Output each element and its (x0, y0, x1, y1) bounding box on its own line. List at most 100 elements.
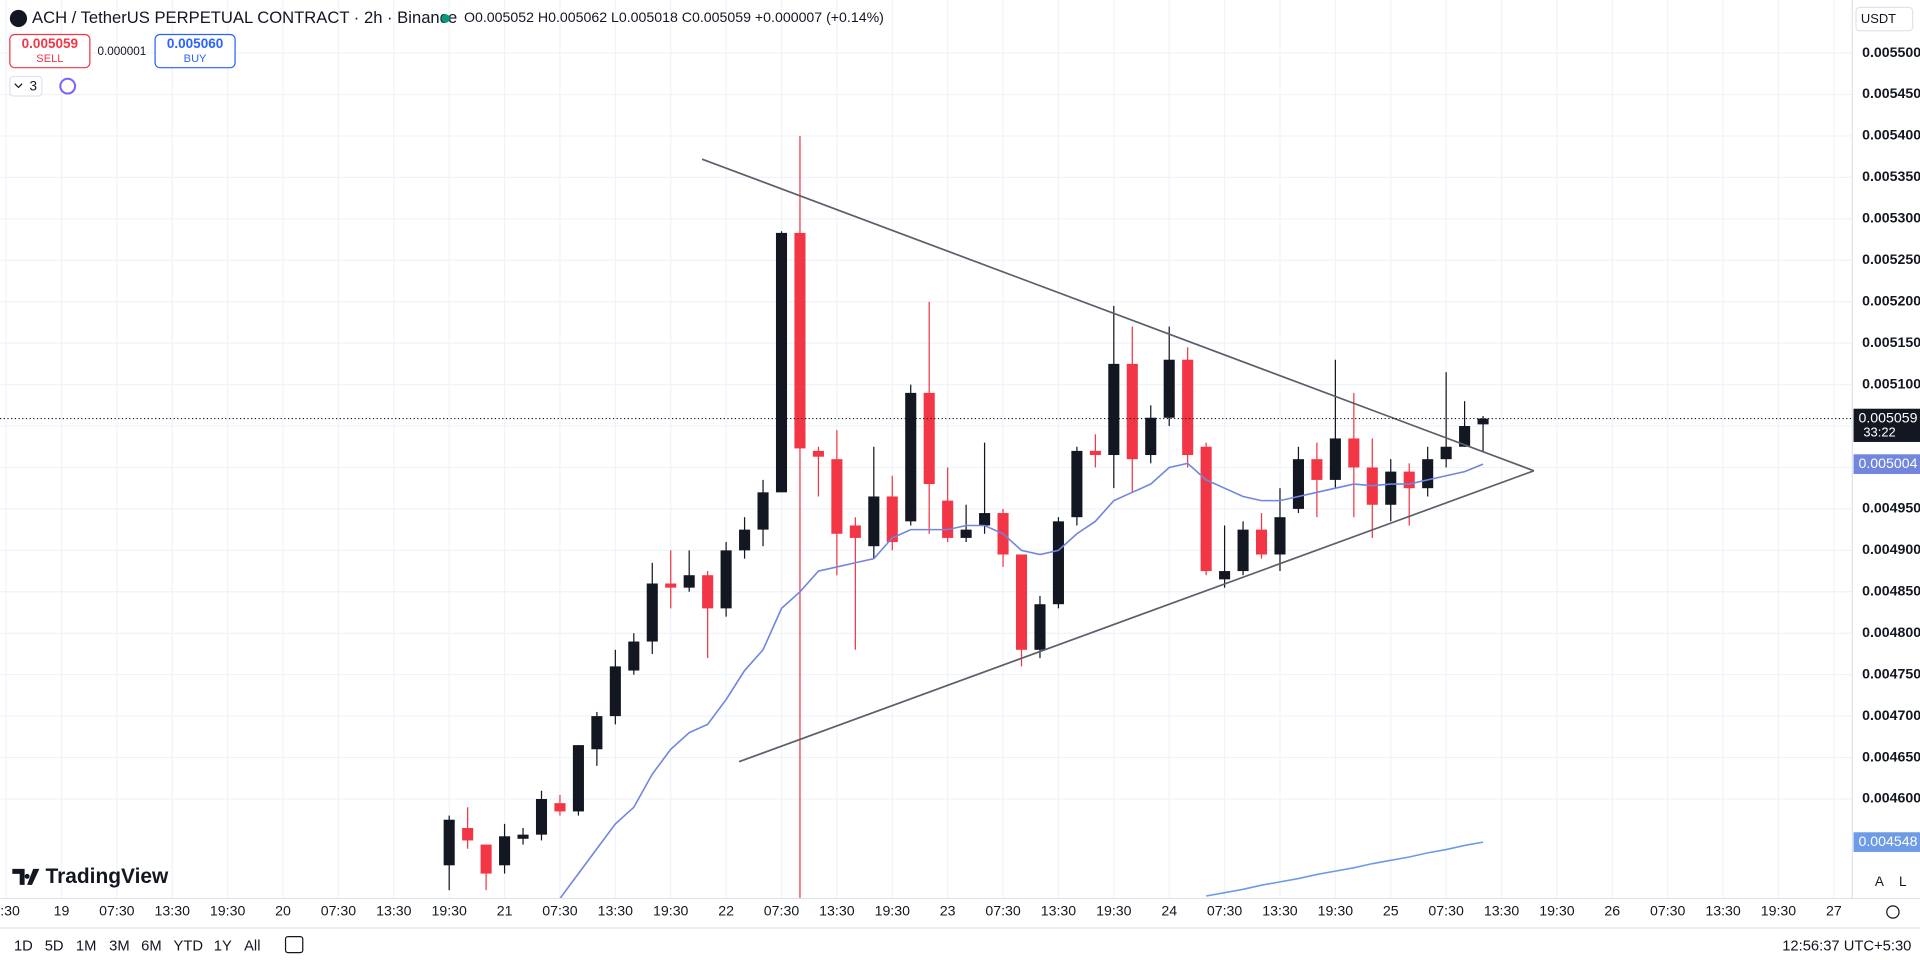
scale-button[interactable]: L (1899, 874, 1907, 889)
candle-body (1292, 459, 1304, 509)
candle-body (1237, 529, 1249, 572)
y-tick-label: 0.004850 (1862, 583, 1920, 599)
currency-select[interactable] (1855, 6, 1914, 32)
x-tick-label: 23 (940, 903, 956, 919)
x-tick-label: 19:30 (210, 903, 246, 919)
y-tick-label: 0.005450 (1862, 85, 1920, 101)
range-button[interactable]: All (244, 938, 260, 954)
y-tick-label: 0.005400 (1862, 127, 1920, 143)
candle-body (646, 583, 658, 642)
candle-body (1440, 446, 1452, 460)
y-tick-label: 0.004950 (1862, 500, 1920, 516)
range-button[interactable]: 6M (141, 938, 162, 954)
candle-body (1255, 529, 1268, 555)
range-button[interactable]: YTD (174, 938, 204, 954)
trendline (701, 158, 1535, 472)
ma-price-tag (1853, 454, 1920, 474)
x-tick-label: 13:30 (598, 903, 634, 919)
ma-price-label: 0.004548 (1858, 833, 1917, 849)
ohlc-values: O0.005052 H0.005062 L0.005018 C0.005059 … (464, 9, 884, 25)
candle-body (1385, 471, 1397, 505)
x-tick-label: 07:30 (985, 903, 1021, 919)
symbol-title: ACH / TetherUS PERPETUAL CONTRACT · 2h ·… (32, 8, 457, 27)
candle-body (1200, 446, 1212, 572)
candle-body (1015, 554, 1028, 650)
range-button[interactable]: 1M (76, 938, 97, 954)
candle-body (905, 392, 917, 522)
candle-body (443, 819, 455, 866)
x-tick-label: 13:30 (155, 903, 191, 919)
settings-icon[interactable] (1886, 905, 1900, 919)
x-tick-label: 19 (54, 903, 70, 919)
scale-button[interactable]: A (1875, 874, 1884, 889)
spread: 0.000001 (97, 45, 146, 58)
x-tick-label: 07:30 (764, 903, 800, 919)
candle-body (572, 745, 584, 812)
x-tick-label: 13:30 (1705, 903, 1741, 919)
y-tick-label: 0.005100 (1862, 375, 1920, 391)
candle-body (1071, 450, 1083, 518)
sell-label[interactable]: SELL (36, 53, 63, 65)
candle-body (1034, 604, 1046, 650)
candle-body (1163, 359, 1175, 418)
logo-mark (12, 868, 40, 885)
x-tick-label: 13:30 (819, 903, 855, 919)
candle-body (812, 450, 824, 457)
candle-body (1422, 459, 1434, 489)
buy-label[interactable]: BUY (184, 53, 207, 65)
y-tick-label: 0.005200 (1862, 292, 1920, 308)
x-tick-label: 21 (497, 903, 513, 919)
candle-body (535, 799, 548, 835)
candle-body (499, 836, 511, 866)
refresh-icon[interactable] (59, 77, 77, 95)
x-tick-label: 19:30 (1318, 903, 1354, 919)
candle-body (739, 529, 751, 551)
candle-body (923, 392, 935, 485)
candle-body (720, 550, 732, 609)
candle-body (702, 575, 714, 609)
ma-price-tag (1853, 832, 1920, 852)
candle-body (591, 716, 603, 750)
x-tick-label: 19:30 (431, 903, 467, 919)
currency[interactable]: USDT (1861, 11, 1896, 26)
candle-body (849, 525, 861, 538)
x-tick-label: 07:30 (1207, 903, 1243, 919)
candle-body (665, 583, 677, 588)
candle-body (794, 232, 806, 449)
last-price-label: 0.005059 (1858, 409, 1917, 425)
clock: 12:56:37 UTC+5:30 (1782, 938, 1911, 954)
x-tick-label: 9:30 (0, 903, 20, 919)
x-tick-label: 26 (1604, 903, 1620, 919)
indicator-count[interactable]: 3 (30, 78, 38, 93)
candle-body (1108, 363, 1120, 456)
sell-price[interactable]: 0.005059 (22, 36, 79, 51)
candle-body (886, 496, 898, 543)
trendline (738, 469, 1535, 763)
y-tick-label: 0.004700 (1862, 707, 1920, 723)
sell-button[interactable] (9, 33, 91, 69)
x-tick-label: 13:30 (1484, 903, 1520, 919)
last-price-tag (1853, 408, 1920, 442)
buy-button[interactable] (154, 33, 236, 69)
x-tick-label: 19:30 (875, 903, 911, 919)
range-button[interactable]: 5D (45, 938, 64, 954)
range-button[interactable]: 3M (109, 938, 130, 954)
symbol-icon (9, 9, 28, 28)
candle-body (979, 513, 991, 526)
range-button[interactable]: 1Y (214, 938, 232, 954)
candle-body (1052, 521, 1064, 605)
range-button[interactable]: 1D (14, 938, 33, 954)
indicator-toggle[interactable] (9, 75, 43, 97)
y-tick-label: 0.005250 (1862, 251, 1920, 267)
y-tick-label: 0.005500 (1862, 44, 1920, 60)
candle-body (1459, 426, 1471, 447)
candle-body (609, 666, 621, 717)
buy-price[interactable]: 0.005060 (167, 36, 223, 51)
logo: TradingView (12, 865, 169, 888)
x-tick-label: 07:30 (99, 903, 135, 919)
x-tick-label: 07:30 (1650, 903, 1686, 919)
date-range-icon[interactable] (284, 936, 304, 954)
candle-body (1126, 363, 1138, 460)
candle-body (1348, 438, 1360, 468)
